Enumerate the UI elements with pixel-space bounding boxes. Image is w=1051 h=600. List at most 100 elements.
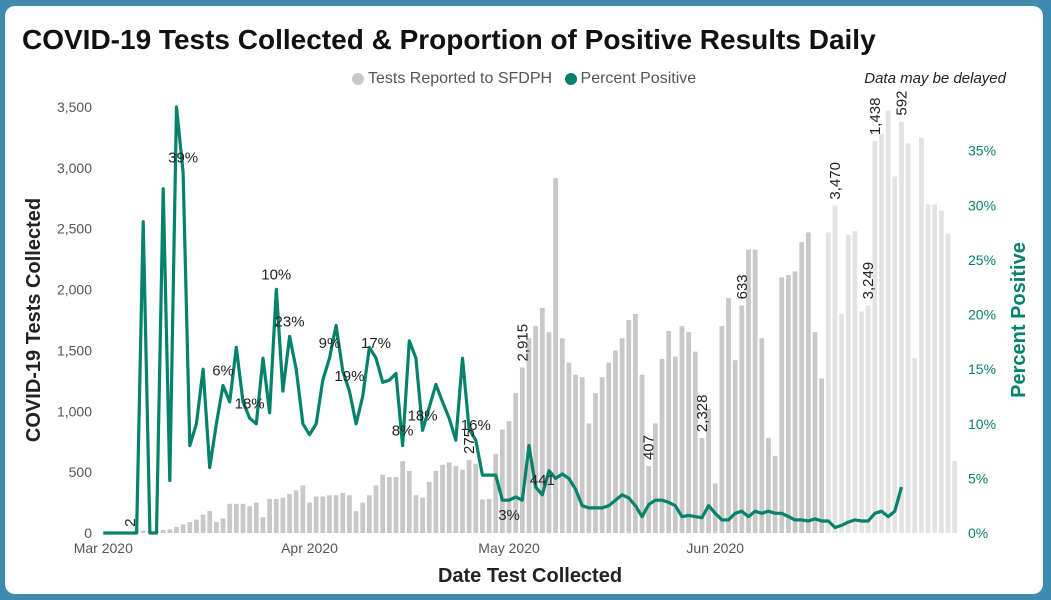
- bar: [360, 502, 366, 533]
- bar: [892, 176, 898, 533]
- y2-axis-ticks: 0% 5% 10% 15% 20% 25% 30% 35%: [968, 143, 996, 541]
- bar: [320, 496, 326, 533]
- bar: [480, 499, 485, 533]
- bar: [879, 133, 884, 533]
- bar: [579, 377, 585, 533]
- chart-title: COVID-19 Tests Collected & Proportion of…: [22, 24, 876, 55]
- bar: [739, 305, 745, 533]
- bar: [905, 143, 911, 533]
- bar: [586, 423, 592, 533]
- bar-value-label: 3,249: [860, 262, 877, 300]
- bar: [174, 526, 179, 533]
- bar: [932, 204, 938, 533]
- bar: [839, 313, 844, 533]
- x-axis-ticks: Mar 2020 Apr 2020 May 2020 Jun 2020: [74, 540, 745, 556]
- bar: [819, 378, 825, 533]
- bar: [187, 522, 193, 533]
- bar-value-label: 2,328: [694, 395, 711, 433]
- bar: [160, 529, 166, 533]
- bar: [872, 141, 878, 533]
- bar: [732, 360, 738, 533]
- line-value-label: 441: [530, 472, 555, 489]
- bar: [619, 338, 625, 533]
- legend-item-tests[interactable]: Tests Reported to SFDPH: [352, 70, 552, 88]
- bar: [952, 460, 958, 533]
- bar: [406, 470, 412, 533]
- bar: [805, 232, 811, 533]
- bar: [247, 506, 253, 533]
- bar: [440, 464, 445, 533]
- bar: [420, 497, 425, 533]
- bar-value-label: 3,470: [827, 162, 844, 200]
- bar: [659, 358, 665, 533]
- legend-item-percent[interactable]: Percent Positive: [564, 70, 696, 88]
- y-axis-title: COVID-19 Tests Collected: [23, 198, 45, 442]
- y-axis-ticks: 0 500 1,000 1,500 2,000 2,500 3,000 3,500: [57, 99, 92, 541]
- bar-value-label: 275: [461, 429, 478, 454]
- bar: [227, 503, 233, 533]
- y-tick-label: 3,000: [57, 160, 92, 176]
- bar: [639, 374, 645, 533]
- bar: [786, 274, 791, 533]
- bar: [825, 232, 831, 533]
- bar-value-label: 592: [893, 91, 910, 116]
- bar-value-label: 2: [122, 518, 139, 526]
- bar: [194, 519, 199, 533]
- bar: [493, 453, 499, 533]
- bar-value-label: 633: [734, 274, 751, 299]
- bar: [546, 332, 552, 533]
- bar: [672, 356, 678, 533]
- y-tick-label: 500: [69, 464, 93, 480]
- bars: [100, 110, 958, 534]
- bar: [287, 494, 292, 533]
- bar: [180, 524, 186, 533]
- y2-tick-label: 35%: [968, 143, 996, 159]
- legend-dot-percent-icon: [564, 73, 577, 85]
- bar: [925, 204, 931, 533]
- bar-value-label: 1,438: [867, 98, 884, 136]
- percent-positive-line: [103, 105, 904, 535]
- bar: [692, 351, 698, 533]
- bar: [466, 459, 472, 533]
- bar: [413, 495, 419, 533]
- bar: [347, 495, 352, 533]
- bar: [539, 307, 545, 533]
- bar: [273, 498, 279, 533]
- bar: [200, 514, 206, 533]
- bar: [679, 326, 685, 533]
- x-tick-label: Jun 2020: [686, 540, 744, 556]
- bar: [486, 498, 492, 533]
- bar: [446, 462, 452, 533]
- bar: [712, 483, 718, 533]
- bar: [845, 234, 851, 534]
- bar: [253, 502, 259, 533]
- bar: [852, 231, 858, 534]
- bar: [752, 249, 758, 533]
- bar: [506, 421, 512, 533]
- x-axis-title: Date Test Collected: [438, 565, 622, 587]
- bar: [899, 121, 904, 533]
- line-value-label: 18%: [235, 395, 265, 412]
- y2-tick-label: 5%: [968, 470, 988, 486]
- y-tick-label: 1,000: [57, 403, 92, 419]
- percent-line: [103, 105, 904, 535]
- bar: [426, 481, 432, 533]
- line-value-label: 18%: [408, 407, 438, 424]
- bar: [559, 338, 565, 533]
- bar: [706, 408, 711, 533]
- y-tick-label: 1,500: [57, 342, 92, 358]
- line-value-label: 17%: [361, 335, 391, 352]
- y2-tick-label: 0%: [968, 525, 988, 541]
- bar-value-label: 2,915: [514, 324, 531, 362]
- bar: [140, 530, 146, 533]
- line-value-label: 4%: [897, 0, 919, 4]
- bar: [885, 110, 891, 533]
- bar: [566, 362, 572, 533]
- bar: [779, 277, 785, 533]
- line-value-label: 39%: [168, 150, 198, 167]
- bar: [500, 429, 505, 533]
- bar: [240, 503, 246, 533]
- bar: [686, 332, 692, 533]
- y-tick-label: 2,500: [57, 221, 92, 237]
